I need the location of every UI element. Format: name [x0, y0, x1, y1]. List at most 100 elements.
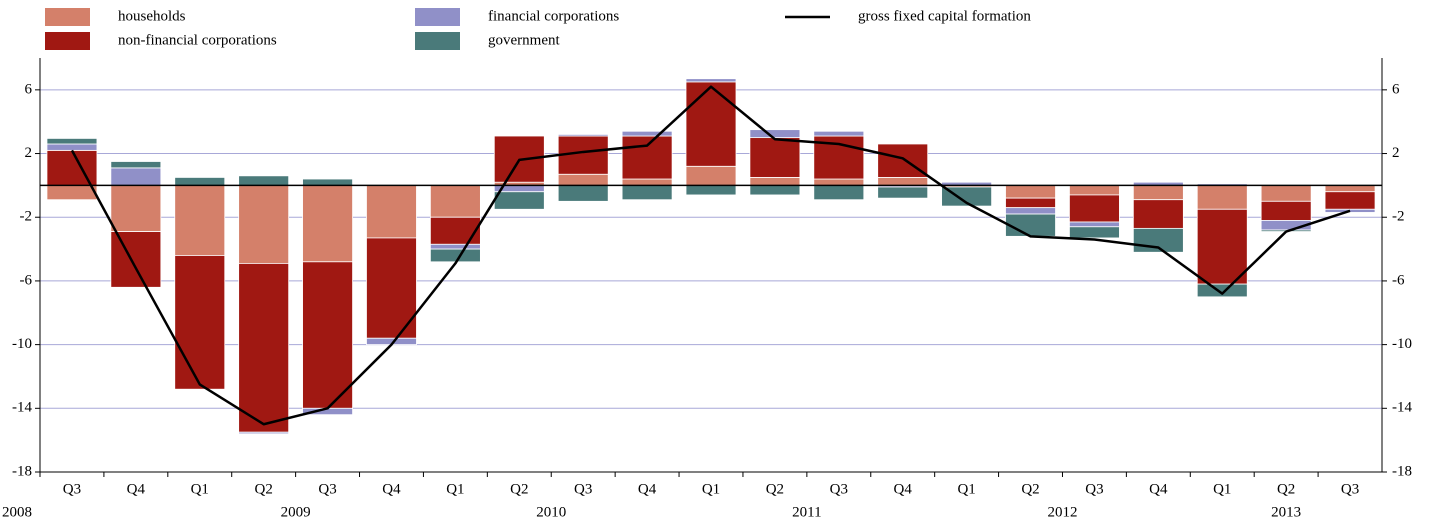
- bar-segment: [1260, 184, 1312, 202]
- bar-segment: [685, 78, 737, 83]
- x-group-label: 2009: [281, 504, 311, 520]
- x-tick-label: Q1: [702, 481, 720, 497]
- bar-segment: [1260, 200, 1312, 221]
- bar-segment: [366, 184, 417, 239]
- bar-segment: [110, 184, 162, 232]
- bar-segment: [813, 130, 865, 137]
- bar-segment: [749, 137, 801, 178]
- legend-swatch: [45, 32, 90, 50]
- bar-segment: [1324, 208, 1376, 213]
- y2-tick-label: 6: [1392, 81, 1400, 97]
- bar-segment: [302, 184, 353, 263]
- legend-swatch: [45, 8, 90, 26]
- x-tick-label: Q2: [766, 481, 784, 497]
- bar-segment: [429, 248, 481, 263]
- bar-segment: [46, 138, 98, 145]
- legend-label: households: [118, 8, 186, 24]
- bar-segment: [621, 130, 673, 137]
- legend-label: gross fixed capital formation: [858, 8, 1031, 24]
- bar-segment: [110, 161, 162, 169]
- bar-segment: [429, 216, 481, 245]
- x-group-label: 2013: [1271, 504, 1301, 520]
- bar-segment: [749, 177, 801, 186]
- bar-segment: [749, 184, 801, 196]
- bar-segment: [174, 184, 226, 256]
- bar-segment: [429, 243, 481, 250]
- x-tick-label: Q4: [127, 481, 146, 497]
- x-tick-label: Q3: [318, 481, 336, 497]
- legend-label: financial corporations: [488, 8, 619, 24]
- y2-tick-label: -10: [1392, 336, 1412, 352]
- y-tick-label: 6: [25, 81, 33, 97]
- bar-segment: [621, 184, 673, 201]
- bar-segment: [621, 178, 673, 186]
- y-tick-label: 2: [25, 145, 33, 161]
- bar-segment: [1005, 197, 1056, 209]
- x-tick-label: Q4: [1149, 481, 1168, 497]
- bar-segment: [1005, 207, 1056, 215]
- y-tick-label: -10: [12, 336, 32, 352]
- bar-segment: [302, 178, 353, 186]
- bar-segment: [110, 231, 162, 288]
- x-tick-label: Q3: [1085, 481, 1103, 497]
- y2-tick-label: -6: [1392, 272, 1405, 288]
- bar-segment: [877, 186, 929, 199]
- bar-segment: [302, 261, 353, 409]
- bar-segment: [877, 177, 929, 186]
- bar-segment: [685, 81, 737, 167]
- bar-segment: [238, 184, 290, 264]
- bar-segment: [46, 143, 98, 151]
- x-tick-label: Q3: [1341, 481, 1359, 497]
- x-tick-label: Q2: [510, 481, 528, 497]
- y2-tick-label: 2: [1392, 145, 1400, 161]
- legend-swatch: [415, 32, 460, 50]
- bar-segment: [1196, 208, 1248, 285]
- x-tick-label: Q3: [63, 481, 81, 497]
- bar-segment: [1069, 184, 1120, 196]
- bar-segment: [813, 178, 865, 186]
- bar-segment: [1196, 283, 1248, 298]
- line-series: [70, 85, 1351, 426]
- x-tick-label: Q3: [574, 481, 592, 497]
- x-group-label: 2010: [536, 504, 566, 520]
- bar-segment: [813, 184, 865, 201]
- bar-segment: [1005, 213, 1056, 237]
- legend-label: non-financial corporations: [118, 32, 277, 48]
- bar-segment: [1196, 184, 1248, 210]
- x-tick-label: Q4: [894, 481, 913, 497]
- bar-segment: [238, 175, 290, 186]
- bar-segment: [1324, 184, 1376, 193]
- bar-segment: [1005, 184, 1056, 199]
- x-tick-label: Q1: [1213, 481, 1231, 497]
- bar-segment: [174, 255, 226, 390]
- legend-swatch: [415, 8, 460, 26]
- y-tick-label: -14: [12, 400, 32, 416]
- x-tick-label: Q4: [638, 481, 657, 497]
- bar-segment: [1324, 191, 1376, 210]
- bar-segment: [1132, 184, 1184, 201]
- bar-segment: [493, 191, 545, 210]
- x-group-label: 2012: [1047, 504, 1077, 520]
- y2-tick-label: -2: [1392, 209, 1405, 225]
- x-tick-label: Q2: [1021, 481, 1039, 497]
- bar-segment: [685, 184, 737, 196]
- bar-segment: [877, 143, 929, 178]
- bar-segment: [621, 135, 673, 180]
- bar-segment: [941, 186, 993, 207]
- legend-label: government: [488, 32, 560, 48]
- bar-segment: [685, 165, 737, 186]
- y-tick-label: -18: [12, 463, 32, 479]
- bar-segment: [238, 431, 290, 435]
- y-tick-label: -6: [20, 272, 33, 288]
- y2-tick-label: -14: [1392, 400, 1412, 416]
- bar-segment: [1069, 194, 1120, 223]
- bar-segment: [110, 167, 162, 186]
- bar-segment: [1069, 226, 1120, 239]
- bar-segment: [429, 184, 481, 218]
- y-tick-label: -2: [20, 209, 33, 225]
- bar-segment: [1132, 199, 1184, 229]
- x-group-label: 2008: [2, 504, 32, 520]
- x-tick-label: Q1: [446, 481, 464, 497]
- x-tick-label: Q1: [957, 481, 975, 497]
